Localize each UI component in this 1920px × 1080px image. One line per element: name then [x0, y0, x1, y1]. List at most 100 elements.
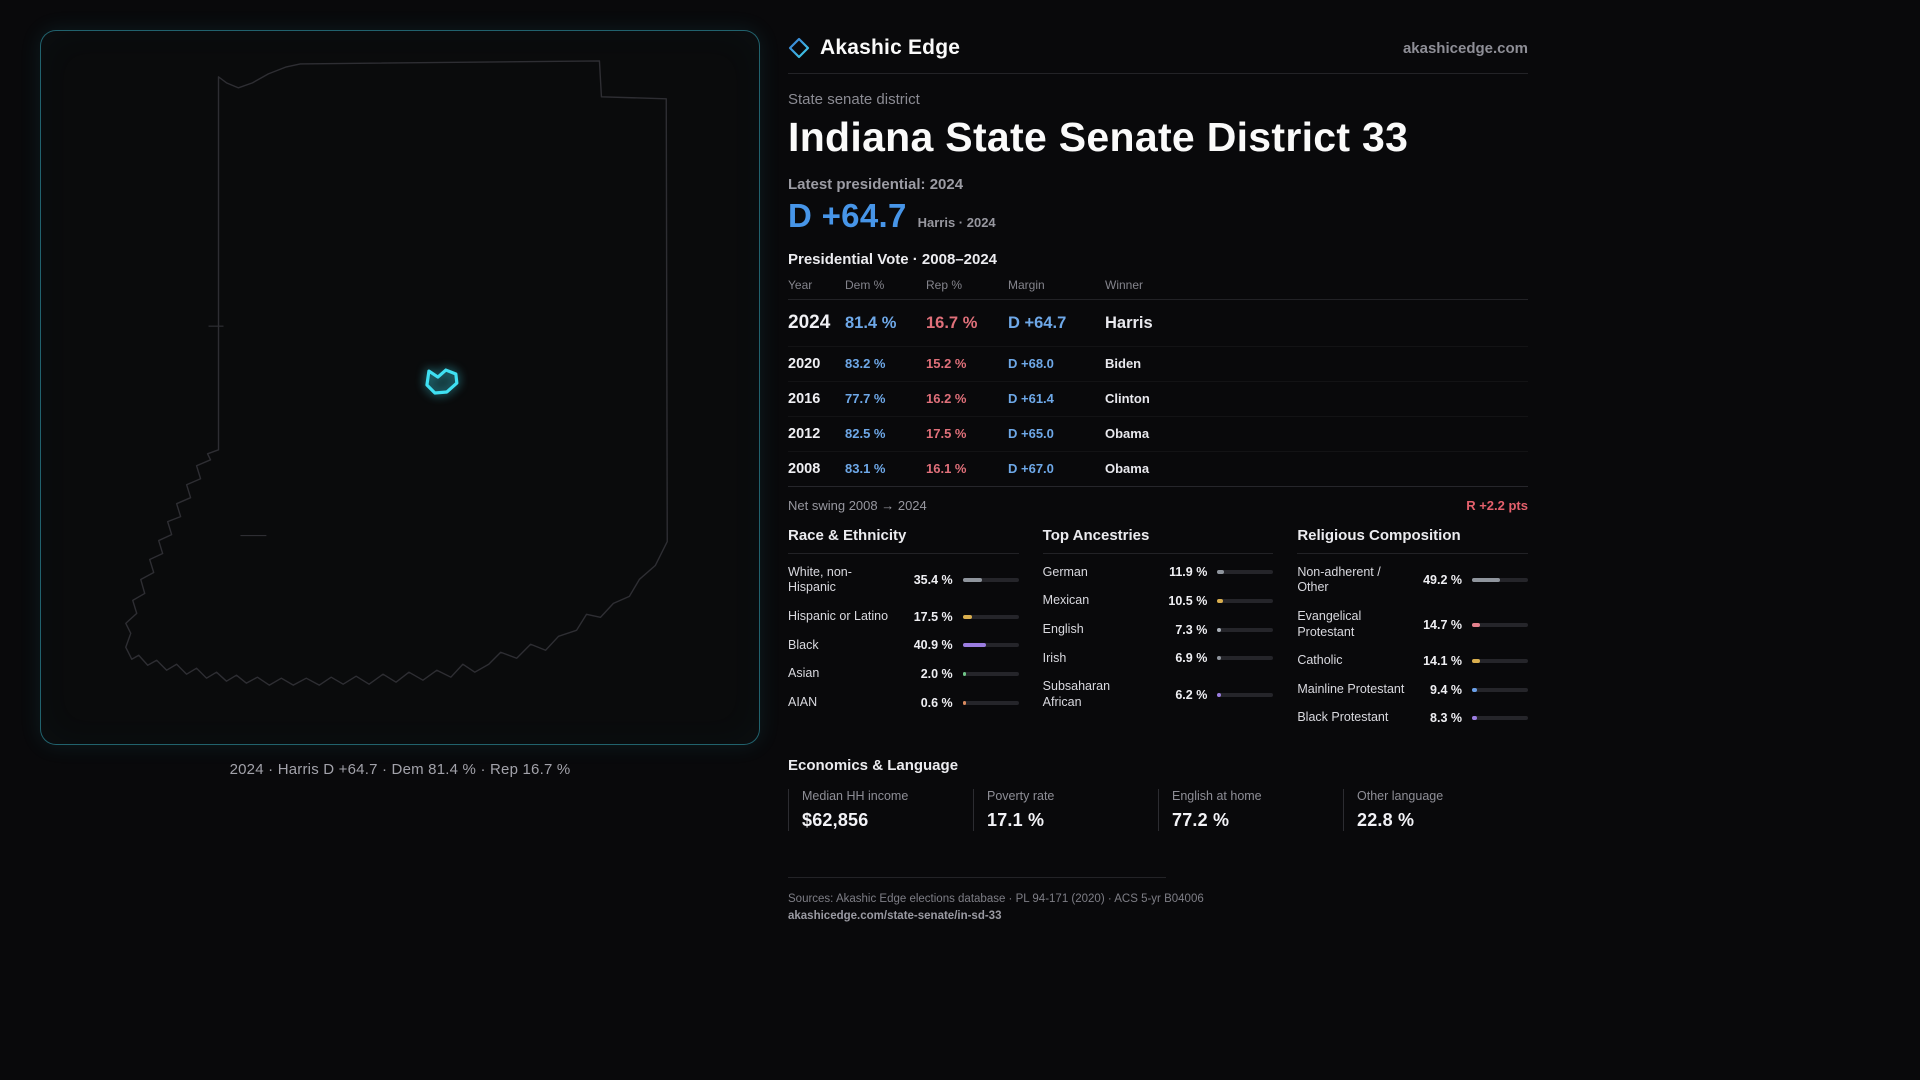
year-cell: 2016: [788, 391, 821, 408]
district-33-shape[interactable]: [425, 368, 459, 395]
demo-label: Mexican: [1042, 593, 1090, 608]
demo-row: Black 40.9 %: [788, 631, 1019, 660]
vote-table-header: Year Dem % Rep % Margin Winner: [788, 278, 1528, 301]
brand-domain-link[interactable]: akashicedge.com: [1402, 39, 1528, 57]
demo-label: Asian: [788, 666, 820, 681]
brand-left: Akashic Edge: [788, 36, 960, 60]
year-cell: 2012: [788, 426, 821, 443]
demo-label: Subsaharan African: [1042, 679, 1111, 709]
demo-bar: [1472, 716, 1528, 721]
demo-row: Irish 6.9 %: [1043, 644, 1274, 673]
brand-header: Akashic Edge akashicedge.com: [788, 30, 1528, 74]
economics-section: Economics & Language Median HH income $6…: [788, 757, 1528, 831]
margin-cell: D +68.0: [1008, 356, 1054, 372]
vote-row-2012: 2012 82.5 % 17.5 % D +65.0 Obama: [788, 417, 1528, 453]
demo-bar: [1217, 692, 1274, 697]
demo-bar: [1472, 622, 1528, 627]
brand-name: Akashic Edge: [820, 36, 961, 59]
stat-value: 22.8 %: [1357, 809, 1415, 830]
stat-label: Poverty rate: [987, 788, 1055, 803]
demo-label: Evangelical Protestant: [1297, 608, 1362, 639]
demo-value: 9.4 %: [1430, 682, 1462, 697]
demo-bar: [1217, 627, 1274, 632]
col-rep: Rep %: [926, 278, 963, 293]
col-margin: Margin: [1008, 278, 1045, 293]
demo-row: German 11.9 %: [1043, 558, 1274, 587]
winner-cell: Harris: [1105, 314, 1153, 333]
demo-bar: [1472, 578, 1528, 583]
demo-bar: [1217, 656, 1274, 661]
net-swing-label: Net swing 2008 → 2024: [788, 498, 927, 514]
margin-cell: D +61.4: [1008, 391, 1054, 407]
vote-table-title: Presidential Vote · 2008–2024: [788, 251, 998, 269]
panel-title: Top Ancestries: [1042, 527, 1274, 555]
winner-cell: Biden: [1105, 356, 1142, 372]
map-caption: 2024 · Harris D +64.7 · Dem 81.4 % · Rep…: [229, 761, 571, 778]
panel-rows: White, non-Hispanic 35.4 % Hispanic or L…: [788, 558, 1019, 717]
demo-value: 8.3 %: [1430, 711, 1462, 726]
rep-cell: 16.1 %: [926, 461, 967, 477]
footer-divider: [788, 876, 1166, 878]
demo-label: Mainline Protestant: [1297, 681, 1405, 696]
demo-label: English: [1042, 621, 1084, 636]
dem-cell: 82.5 %: [845, 426, 886, 442]
vote-row-2008: 2008 83.1 % 16.1 % D +67.0 Obama: [788, 452, 1528, 488]
rep-cell: 16.7 %: [926, 314, 978, 333]
demo-value: 17.5 %: [913, 609, 953, 624]
vote-table: Year Dem % Rep % Margin Winner 2024 81.4…: [788, 278, 1528, 488]
demo-row: Non-adherent / Other 49.2 %: [1297, 558, 1528, 602]
demographics-panels: Race & Ethnicity White, non-Hispanic 35.…: [788, 527, 1528, 732]
map-panel: 2024 · Harris D +64.7 · Dem 81.4 % · Rep…: [40, 30, 760, 922]
margin-cell: D +65.0: [1008, 426, 1054, 442]
demo-row: Black Protestant 8.3 %: [1297, 704, 1528, 733]
dem-cell: 83.2 %: [845, 356, 886, 372]
stat-label: Other language: [1357, 788, 1444, 803]
demo-value: 49.2 %: [1423, 573, 1462, 588]
stat-poverty-rate: Poverty rate 17.1 %: [973, 788, 1158, 831]
vote-row-2024: 2024 81.4 % 16.7 % D +64.7 Harris: [788, 300, 1528, 348]
demo-bar: [962, 643, 1019, 648]
demo-label: Catholic: [1297, 653, 1343, 668]
demo-value: 14.1 %: [1423, 653, 1462, 668]
stat-label: English at home: [1172, 788, 1262, 803]
demo-value: 10.5 %: [1168, 594, 1208, 609]
latest-label: Latest presidential: 2024: [788, 176, 964, 194]
rep-cell: 15.2 %: [926, 356, 967, 372]
vote-row-2016: 2016 77.7 % 16.2 % D +61.4 Clinton: [788, 382, 1528, 418]
district-map[interactable]: [40, 30, 760, 745]
demo-row: English 7.3 %: [1043, 615, 1274, 644]
demo-value: 7.3 %: [1175, 622, 1208, 637]
indiana-state-outline: [125, 60, 668, 686]
dem-cell: 77.7 %: [845, 391, 886, 407]
demo-label: Non-adherent / Other: [1297, 564, 1381, 595]
demo-bar: [962, 578, 1019, 583]
panel-rows: Non-adherent / Other 49.2 % Evangelical …: [1297, 558, 1528, 732]
year-cell: 2008: [788, 461, 821, 478]
demo-value: 11.9 %: [1169, 565, 1208, 580]
col-year: Year: [788, 278, 813, 293]
margin-cell: D +67.0: [1008, 461, 1054, 477]
panel-top-ancestries: Top Ancestries German 11.9 % Mexican 10.…: [1042, 527, 1274, 732]
panel-title: Race & Ethnicity: [788, 527, 1019, 555]
demo-label: German: [1042, 564, 1088, 579]
winner-cell: Clinton: [1105, 391, 1150, 407]
col-winner: Winner: [1105, 278, 1144, 293]
sources-text: Sources: Akashic Edge elections database…: [788, 892, 1204, 905]
demo-row: White, non-Hispanic 35.4 %: [788, 558, 1019, 602]
year-cell: 2024: [788, 312, 831, 334]
net-swing: Net swing 2008 → 2024 R +2.2 pts: [788, 487, 1528, 513]
district-report: Akashic Edge akashicedge.com State senat…: [788, 30, 1528, 922]
demo-bar: [1472, 687, 1528, 692]
panel-title: Religious Composition: [1297, 527, 1528, 555]
demo-value: 14.7 %: [1423, 617, 1462, 632]
headline-margin-sub: Harris · 2024: [917, 215, 996, 231]
demo-value: 40.9 %: [913, 638, 953, 653]
col-dem: Dem %: [845, 278, 885, 293]
demo-value: 6.2 %: [1175, 687, 1208, 702]
demo-value: 6.9 %: [1175, 651, 1208, 666]
stat-median-hh-income: Median HH income $62,856: [788, 788, 973, 831]
permalink[interactable]: akashicedge.com/state-senate/in-sd-33: [788, 909, 1002, 922]
demo-value: 0.6 %: [920, 695, 953, 710]
stat-value: 17.1 %: [987, 809, 1045, 830]
demo-bar: [1217, 570, 1274, 575]
